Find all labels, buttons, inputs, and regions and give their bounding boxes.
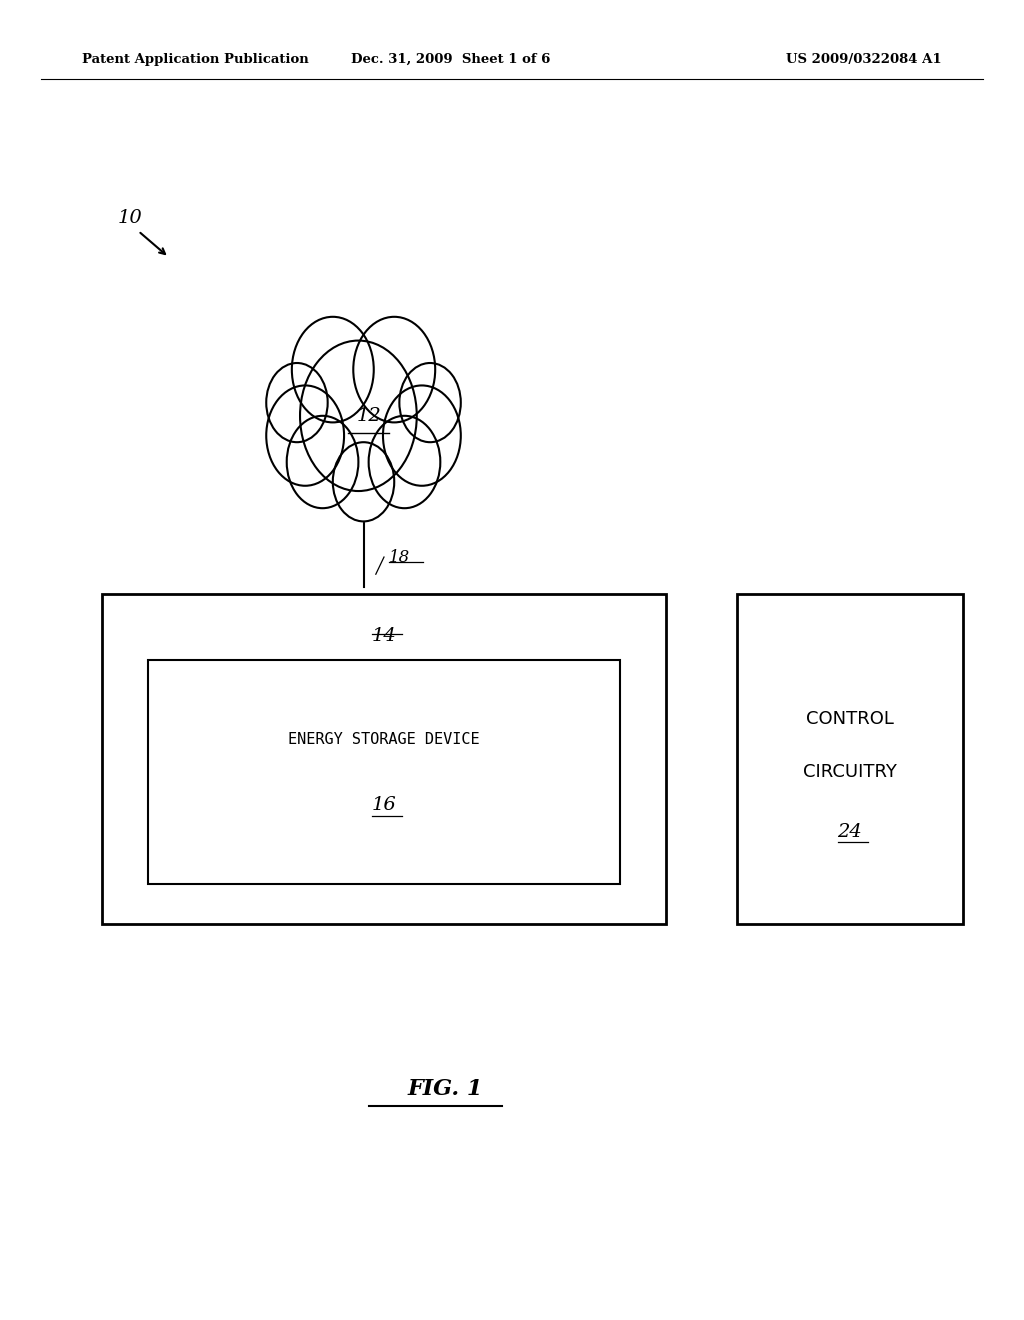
Text: CIRCUITRY: CIRCUITRY [803,763,897,781]
Circle shape [369,416,440,508]
Text: FIG. 1: FIG. 1 [408,1078,483,1100]
Text: 12: 12 [356,407,381,425]
Text: 10: 10 [118,209,142,227]
Text: CONTROL: CONTROL [806,710,894,729]
FancyBboxPatch shape [737,594,963,924]
Text: Patent Application Publication: Patent Application Publication [82,53,308,66]
Text: US 2009/0322084 A1: US 2009/0322084 A1 [786,53,942,66]
Circle shape [399,363,461,442]
Text: ENERGY STORAGE DEVICE: ENERGY STORAGE DEVICE [288,731,480,747]
Circle shape [300,341,417,491]
Text: 18: 18 [389,549,411,565]
Text: 16: 16 [372,796,396,814]
Text: 14: 14 [372,627,396,645]
Text: 24: 24 [838,822,862,841]
Circle shape [266,363,328,442]
Circle shape [383,385,461,486]
FancyBboxPatch shape [102,594,666,924]
Text: Dec. 31, 2009  Sheet 1 of 6: Dec. 31, 2009 Sheet 1 of 6 [351,53,550,66]
Circle shape [287,416,358,508]
Circle shape [353,317,435,422]
FancyBboxPatch shape [148,660,620,884]
Circle shape [333,442,394,521]
Circle shape [292,317,374,422]
Circle shape [266,385,344,486]
